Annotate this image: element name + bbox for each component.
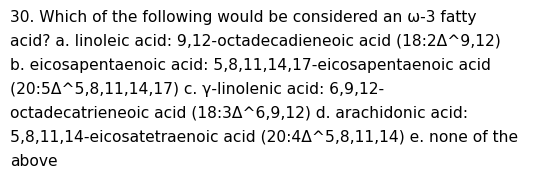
Text: (20:5Δ^5,8,11,14,17) c. γ-linolenic acid: 6,9,12-: (20:5Δ^5,8,11,14,17) c. γ-linolenic acid…: [10, 82, 384, 97]
Text: above: above: [10, 154, 57, 169]
Text: b. eicosapentaenoic acid: 5,8,11,14,17-eicosapentaenoic acid: b. eicosapentaenoic acid: 5,8,11,14,17-e…: [10, 58, 491, 73]
Text: octadecatrieneoic acid (18:3Δ^6,9,12) d. arachidonic acid:: octadecatrieneoic acid (18:3Δ^6,9,12) d.…: [10, 106, 468, 121]
Text: acid? a. linoleic acid: 9,12-octadecadieneoic acid (18:2Δ^9,12): acid? a. linoleic acid: 9,12-octadecadie…: [10, 34, 501, 49]
Text: 5,8,11,14-eicosatetraenoic acid (20:4Δ^5,8,11,14) e. none of the: 5,8,11,14-eicosatetraenoic acid (20:4Δ^5…: [10, 130, 518, 145]
Text: 30. Which of the following would be considered an ω-3 fatty: 30. Which of the following would be cons…: [10, 10, 477, 25]
